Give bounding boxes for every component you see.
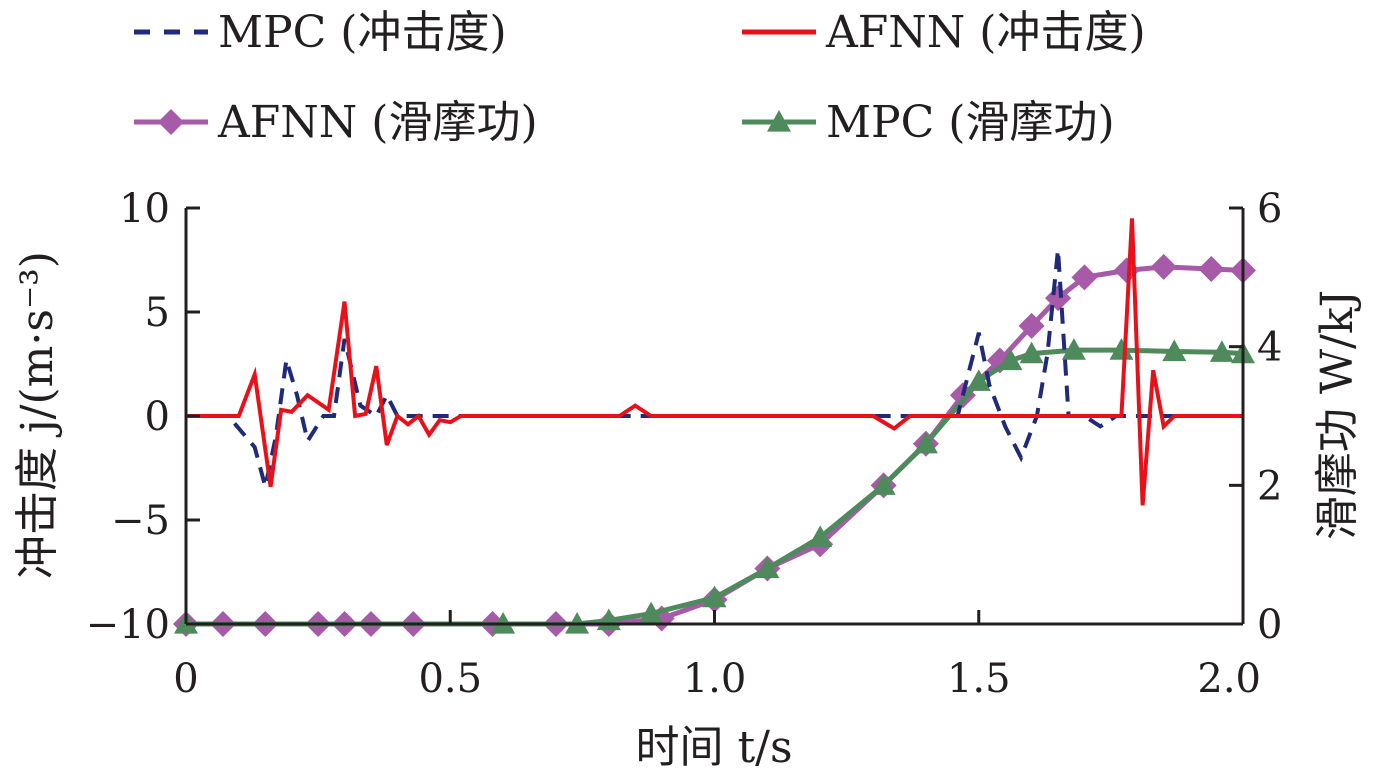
y-right-tick-label-1: 4: [1257, 325, 1282, 371]
series-3-point-14: [1109, 338, 1134, 360]
y-right-tick-label-0: 6: [1257, 186, 1282, 232]
y-left-tick-label-1: 5: [145, 290, 170, 336]
legend-label-0: MPC (冲击度): [218, 7, 507, 58]
series-2-point-19: [1045, 285, 1072, 312]
series-layer: [173, 218, 1256, 637]
series-3-point-4: [639, 601, 664, 624]
x-tick-label-3: 1.5: [947, 656, 1011, 702]
series-3-point-11: [998, 348, 1023, 371]
x-tick-label-1: 0.5: [418, 656, 482, 702]
series-3-point-8: [871, 473, 896, 495]
y-left-title: 冲击度 j/(m·s⁻³): [12, 251, 63, 579]
series-3-point-15: [1162, 339, 1187, 362]
legend-item-0: MPC (冲击度): [134, 7, 507, 58]
series-line-3: [186, 347, 1244, 627]
series-3-point-6: [755, 556, 780, 579]
y-right-tick-label-3: 0: [1257, 602, 1282, 648]
series-2-point-23: [1198, 256, 1225, 283]
x-tick-label-4: 2.0: [1197, 656, 1261, 702]
legend: MPC (冲击度) AFNN (冲击度) AFNN (滑摩功) MPC (滑摩功): [134, 7, 1146, 148]
series-line-1: [186, 218, 1243, 506]
y-right-title: 滑摩功 W/kJ: [1312, 290, 1363, 540]
y-left-tick-label-4: −10: [86, 602, 170, 648]
y-right-tick-label-2: 2: [1257, 463, 1282, 509]
legend-item-3: MPC (滑摩功): [742, 97, 1115, 148]
series-2-point-22: [1150, 253, 1177, 280]
legend-item-2: AFNN (滑摩功): [134, 97, 538, 148]
y-left-tick-label-0: 10: [119, 186, 170, 232]
legend-marker-3: [767, 110, 791, 132]
legend-label-3: MPC (滑摩功): [826, 97, 1115, 148]
x-tick-label-0: 0: [173, 656, 198, 702]
legend-marker-2: [158, 109, 184, 135]
x-tick-label-2: 1.0: [683, 656, 747, 702]
series-2-point-18: [1018, 312, 1045, 339]
legend-label-2: AFNN (滑摩功): [217, 97, 538, 148]
y-left-tick-label-2: 0: [145, 394, 170, 440]
axes: 10 5 0 −5 −10 6 4 2 0 0 0.5 1.0 1.5 2.0: [86, 186, 1283, 702]
series-3-point-16: [1209, 340, 1234, 362]
y-left-tick-label-3: −5: [111, 498, 170, 544]
series-3-point-7: [808, 525, 833, 547]
legend-label-1: AFNN (冲击度): [825, 7, 1146, 58]
series-3-point-13: [1061, 338, 1086, 360]
series-3-point-12: [1019, 341, 1044, 364]
series-3-point-10: [966, 369, 991, 391]
x-title: 时间 t/s: [635, 722, 792, 773]
legend-item-1: AFNN (冲击度): [742, 7, 1146, 58]
series-3-point-9: [913, 431, 938, 454]
series-3-point-5: [702, 585, 727, 608]
series-2-point-20: [1071, 264, 1098, 291]
